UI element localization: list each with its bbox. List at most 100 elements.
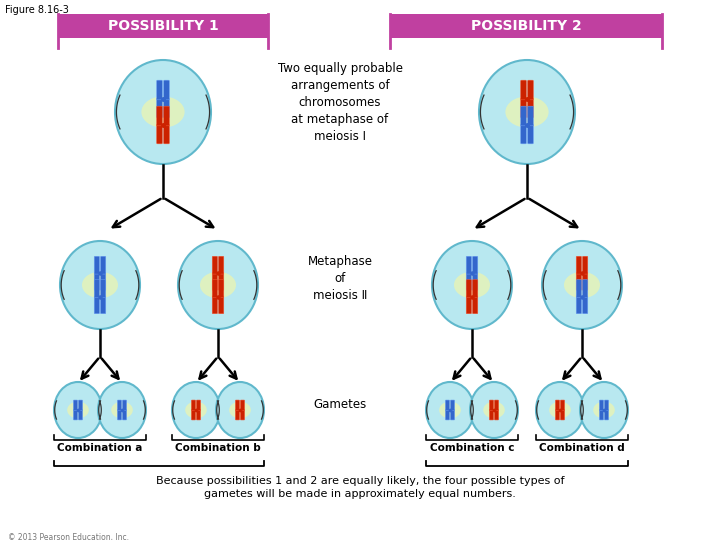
Ellipse shape: [98, 382, 146, 438]
Text: Combination b: Combination b: [175, 443, 261, 453]
FancyBboxPatch shape: [604, 409, 608, 420]
FancyBboxPatch shape: [157, 106, 162, 126]
FancyBboxPatch shape: [94, 280, 99, 298]
FancyBboxPatch shape: [600, 400, 603, 410]
Bar: [390, 14, 662, 38]
FancyBboxPatch shape: [582, 280, 588, 298]
FancyBboxPatch shape: [157, 80, 162, 100]
Text: Because possibilities 1 and 2 are equally likely, the four possible types of
gam: Because possibilities 1 and 2 are equall…: [156, 476, 564, 499]
Ellipse shape: [54, 382, 102, 438]
FancyBboxPatch shape: [528, 124, 534, 144]
FancyBboxPatch shape: [212, 256, 217, 274]
FancyBboxPatch shape: [219, 273, 224, 291]
FancyBboxPatch shape: [521, 106, 526, 126]
FancyBboxPatch shape: [576, 280, 582, 298]
FancyBboxPatch shape: [555, 409, 559, 420]
Ellipse shape: [178, 241, 258, 329]
FancyBboxPatch shape: [212, 296, 217, 314]
FancyBboxPatch shape: [94, 256, 99, 274]
Ellipse shape: [564, 272, 600, 298]
Ellipse shape: [454, 272, 490, 298]
FancyBboxPatch shape: [240, 400, 245, 410]
FancyBboxPatch shape: [472, 296, 478, 314]
Ellipse shape: [216, 382, 264, 438]
Text: Combination a: Combination a: [58, 443, 143, 453]
FancyBboxPatch shape: [555, 400, 559, 410]
FancyBboxPatch shape: [163, 106, 169, 126]
FancyBboxPatch shape: [163, 98, 169, 118]
FancyBboxPatch shape: [192, 409, 196, 420]
FancyBboxPatch shape: [78, 409, 83, 420]
FancyBboxPatch shape: [219, 296, 224, 314]
FancyBboxPatch shape: [490, 409, 494, 420]
Text: POSSIBILITY 1: POSSIBILITY 1: [107, 19, 218, 33]
Ellipse shape: [111, 402, 132, 418]
FancyBboxPatch shape: [157, 124, 162, 144]
FancyBboxPatch shape: [576, 256, 582, 274]
FancyBboxPatch shape: [472, 273, 478, 291]
FancyBboxPatch shape: [467, 256, 472, 274]
Bar: [58, 14, 268, 38]
FancyBboxPatch shape: [604, 400, 608, 410]
Ellipse shape: [185, 402, 207, 418]
FancyBboxPatch shape: [560, 409, 564, 420]
FancyBboxPatch shape: [235, 409, 240, 420]
FancyBboxPatch shape: [101, 273, 106, 291]
FancyBboxPatch shape: [192, 400, 196, 410]
Ellipse shape: [200, 272, 236, 298]
FancyBboxPatch shape: [528, 106, 534, 126]
FancyBboxPatch shape: [521, 98, 526, 118]
Ellipse shape: [82, 272, 118, 298]
FancyBboxPatch shape: [467, 273, 472, 291]
FancyBboxPatch shape: [163, 124, 169, 144]
FancyBboxPatch shape: [451, 400, 454, 410]
Text: Gametes: Gametes: [313, 399, 366, 411]
FancyBboxPatch shape: [101, 256, 106, 274]
Text: © 2013 Pearson Education, Inc.: © 2013 Pearson Education, Inc.: [8, 533, 129, 540]
FancyBboxPatch shape: [197, 409, 201, 420]
FancyBboxPatch shape: [78, 400, 83, 410]
Text: Figure 8.16-3: Figure 8.16-3: [5, 5, 69, 15]
FancyBboxPatch shape: [528, 98, 534, 118]
FancyBboxPatch shape: [212, 280, 217, 298]
FancyBboxPatch shape: [94, 296, 99, 314]
Ellipse shape: [172, 382, 220, 438]
FancyBboxPatch shape: [576, 273, 582, 291]
Text: Combination d: Combination d: [539, 443, 625, 453]
FancyBboxPatch shape: [157, 98, 162, 118]
FancyBboxPatch shape: [576, 296, 582, 314]
FancyBboxPatch shape: [101, 280, 106, 298]
FancyBboxPatch shape: [212, 273, 217, 291]
Ellipse shape: [593, 402, 615, 418]
Ellipse shape: [426, 382, 474, 438]
FancyBboxPatch shape: [446, 400, 449, 410]
FancyBboxPatch shape: [582, 256, 588, 274]
FancyBboxPatch shape: [197, 400, 201, 410]
Ellipse shape: [549, 402, 571, 418]
FancyBboxPatch shape: [560, 400, 564, 410]
Ellipse shape: [60, 241, 140, 329]
Text: POSSIBILITY 2: POSSIBILITY 2: [471, 19, 581, 33]
FancyBboxPatch shape: [219, 256, 224, 274]
Ellipse shape: [505, 97, 549, 127]
Text: Two equally probable
arrangements of
chromosomes
at metaphase of
meiosis I: Two equally probable arrangements of chr…: [277, 62, 402, 143]
FancyBboxPatch shape: [521, 124, 526, 144]
Ellipse shape: [470, 382, 518, 438]
FancyBboxPatch shape: [117, 409, 122, 420]
FancyBboxPatch shape: [122, 409, 127, 420]
FancyBboxPatch shape: [490, 400, 494, 410]
FancyBboxPatch shape: [73, 409, 78, 420]
Ellipse shape: [115, 60, 211, 164]
FancyBboxPatch shape: [582, 296, 588, 314]
FancyBboxPatch shape: [94, 273, 99, 291]
FancyBboxPatch shape: [163, 80, 169, 100]
Ellipse shape: [479, 60, 575, 164]
FancyBboxPatch shape: [528, 80, 534, 100]
Ellipse shape: [536, 382, 584, 438]
FancyBboxPatch shape: [495, 400, 498, 410]
FancyBboxPatch shape: [446, 409, 449, 420]
Ellipse shape: [432, 241, 512, 329]
FancyBboxPatch shape: [117, 400, 122, 410]
Text: Metaphase
of
meiosis Ⅱ: Metaphase of meiosis Ⅱ: [307, 255, 372, 302]
Ellipse shape: [542, 241, 622, 329]
